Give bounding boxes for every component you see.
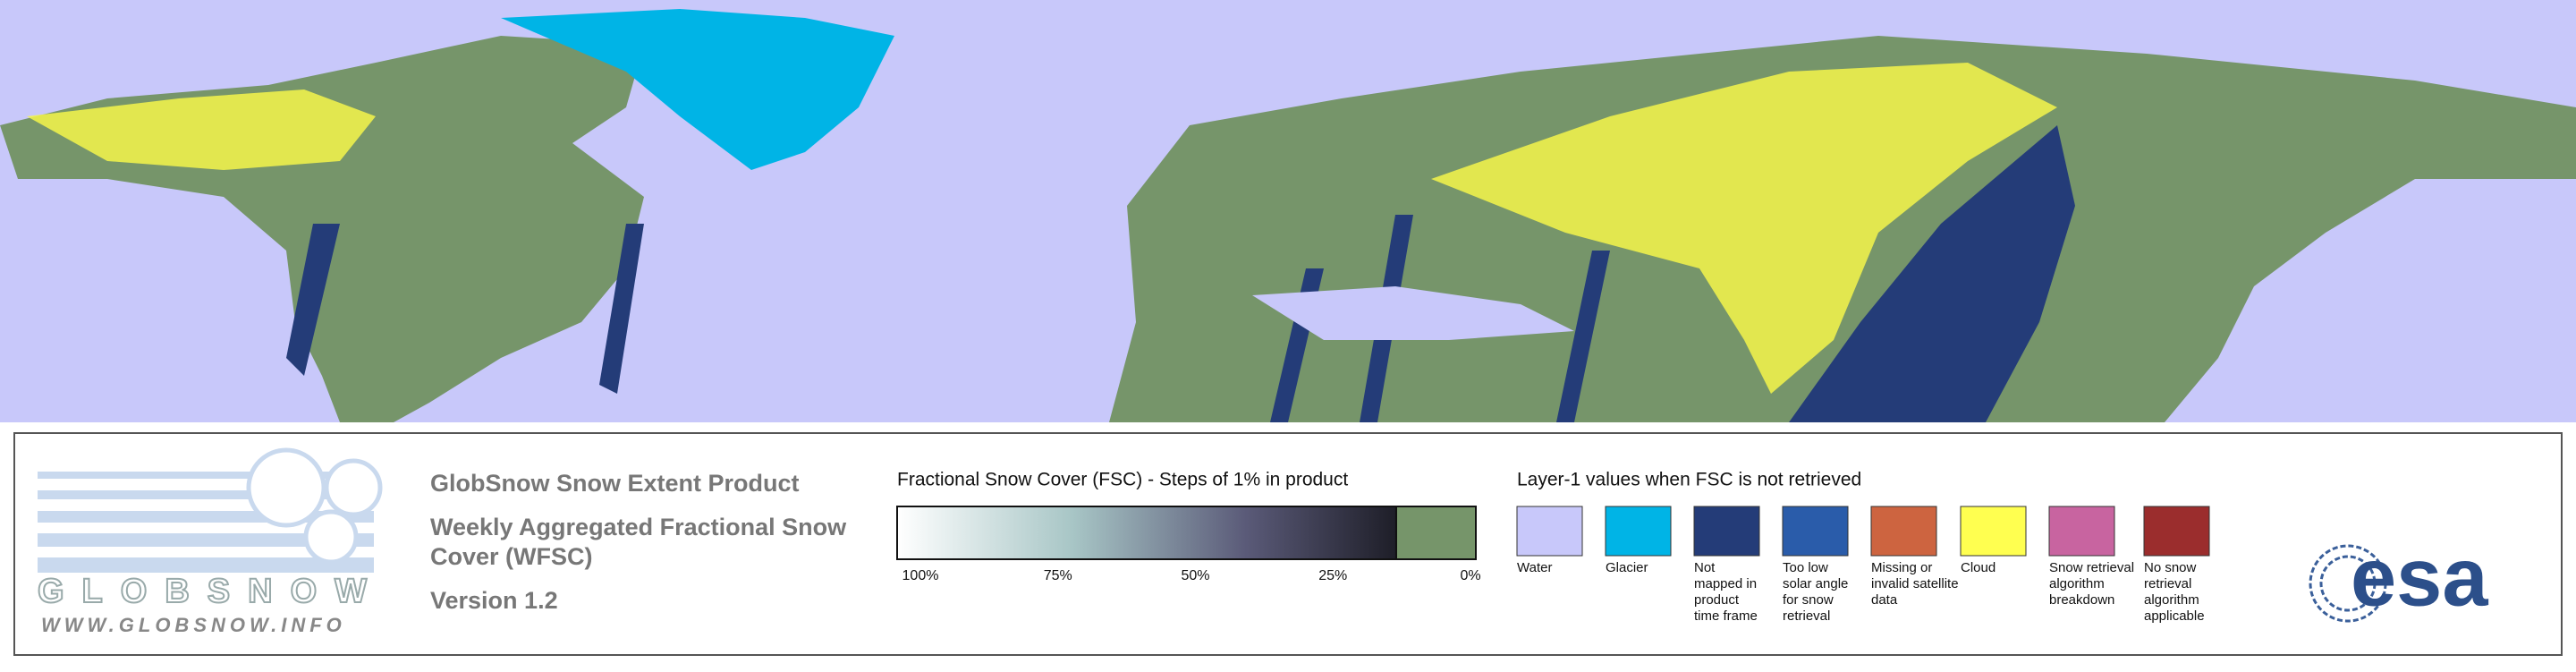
fsc-tick-label: 100% — [902, 568, 939, 583]
product-version: Version 1.2 — [430, 587, 558, 614]
class-label: breakdown — [2049, 592, 2114, 608]
class-label: retrieval — [2144, 576, 2191, 591]
class-label: applicable — [2144, 608, 2205, 624]
class-swatch — [1516, 506, 1583, 557]
class-swatch — [1782, 506, 1849, 557]
class-swatch — [2048, 506, 2115, 557]
class-swatch — [1693, 506, 1760, 557]
class-label: Water — [1517, 560, 1552, 575]
product-title: GlobSnow Snow Extent Product — [430, 470, 800, 497]
fsc-tick-label: 75% — [1044, 568, 1072, 583]
class-label: product — [1694, 592, 1740, 608]
class-label: Missing or — [1871, 560, 1932, 575]
class-swatch — [1605, 506, 1672, 557]
fsc-tick-label: 0% — [1460, 568, 1480, 583]
class-label: No snow — [2144, 560, 2197, 575]
class-swatch — [1870, 506, 1937, 557]
class-label: solar angle — [1783, 576, 1848, 591]
class-label: Not — [1694, 560, 1716, 575]
fsc-tick-label: 50% — [1181, 568, 1209, 583]
logo-url: WWW.GLOBSNOW.INFO — [41, 614, 346, 636]
fsc-zero-swatch — [1395, 506, 1477, 560]
esa-text: esa — [2351, 532, 2488, 623]
class-label: invalid satellite — [1871, 576, 1959, 591]
class-label: Snow retrieval — [2049, 560, 2134, 575]
class-label: mapped in — [1694, 576, 1757, 591]
layer1-title: Layer-1 values when FSC is not retrieved — [1517, 470, 1861, 490]
fsc-colorbar — [896, 506, 1397, 560]
class-label: time frame — [1694, 608, 1758, 624]
class-swatch — [2143, 506, 2210, 557]
map — [0, 0, 2576, 422]
class-label: algorithm — [2049, 576, 2105, 591]
product-subtitle: Weekly Aggregated Fractional Snow — [430, 514, 847, 540]
fsc-tick-label: 25% — [1318, 568, 1347, 583]
class-label: Too low — [1783, 560, 1828, 575]
class-label: retrieval — [1783, 608, 1830, 624]
esa-logo: esa — [2309, 532, 2488, 623]
class-label: for snow — [1783, 592, 1834, 608]
product-subtitle: Cover (WFSC) — [430, 543, 593, 570]
fsc-title: Fractional Snow Cover (FSC) - Steps of 1… — [897, 470, 1348, 490]
class-label: data — [1871, 592, 1898, 608]
class-label: Glacier — [1606, 560, 1648, 575]
class-label: Cloud — [1961, 560, 1996, 575]
class-label: algorithm — [2144, 592, 2199, 608]
class-swatch — [1960, 506, 2027, 557]
